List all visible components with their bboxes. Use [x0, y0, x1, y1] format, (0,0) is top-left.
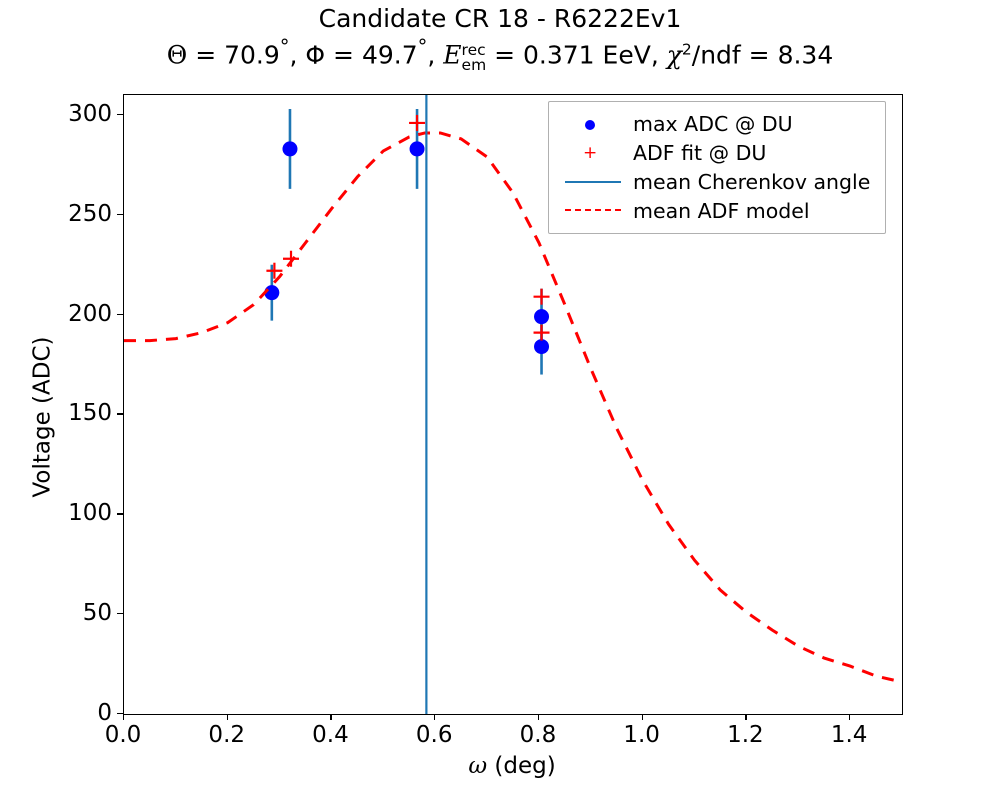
- adf-model-curve: [124, 131, 902, 684]
- comma1: ,: [289, 40, 306, 70]
- x-tick-label: 1.0: [623, 722, 660, 748]
- legend-key-max-adc: [559, 112, 627, 136]
- max-adc-point: [534, 309, 550, 325]
- y-tick-mark: [117, 513, 123, 515]
- y-tick-label: 100: [68, 500, 112, 527]
- chi-exponent: 2: [681, 39, 692, 58]
- legend-box: max ADC @ DU + ADF fit @ DU mean Cherenk…: [548, 101, 886, 234]
- energy-symbol: E: [443, 40, 462, 70]
- x-tick-mark: [330, 714, 332, 720]
- energy-value: 0.371: [523, 40, 595, 70]
- eq4: =: [740, 40, 778, 70]
- legend-entry-adf-model: mean ADF model: [559, 196, 875, 225]
- y-tick-label: 300: [68, 100, 112, 127]
- theta-value: 70.9: [224, 40, 280, 70]
- ndf-text: /ndf: [691, 40, 741, 70]
- y-tick-label: 250: [68, 200, 112, 227]
- y-tick-mark: [117, 713, 123, 715]
- legend-key-adf-fit: +: [559, 141, 627, 165]
- chi-value: 8.34: [777, 40, 834, 70]
- theta-symbol: Θ: [166, 40, 188, 70]
- energy-unit: EeV: [602, 40, 651, 70]
- y-tick-label: 0: [97, 700, 112, 726]
- x-tick-mark: [641, 714, 643, 720]
- y-tick-mark: [117, 313, 123, 315]
- chi-symbol: χ: [666, 40, 682, 70]
- max-adc-point: [264, 285, 280, 301]
- y-axis-label: Voltage (ADC): [29, 336, 56, 498]
- y-tick-label: 150: [68, 400, 112, 427]
- x-tick-label: 1.2: [727, 722, 764, 748]
- eq3: =: [486, 40, 524, 70]
- legend-label-cherenkov: mean Cherenkov angle: [633, 169, 871, 194]
- degree-symbol-phi: °: [417, 34, 428, 58]
- x-tick-mark: [226, 714, 229, 720]
- adf-fit-series: [266, 114, 550, 341]
- solid-line-icon: [565, 180, 621, 183]
- legend-label-adf-fit: ADF fit @ DU: [633, 140, 767, 165]
- x-tick-mark: [745, 714, 747, 720]
- dashed-line-icon: [565, 209, 621, 211]
- legend-key-cherenkov: [559, 170, 627, 194]
- x-tick-mark: [849, 714, 851, 720]
- max-adc-point: [409, 141, 425, 157]
- page-title: Candidate CR 18 - R6222Ev1: [318, 4, 682, 33]
- phi-value: 49.7: [361, 40, 418, 70]
- sp1: [595, 40, 603, 69]
- y-tick-mark: [117, 413, 123, 415]
- x-tick-mark: [123, 714, 125, 720]
- phi-symbol: Φ: [305, 40, 326, 70]
- x-axis-label: ω (deg): [123, 753, 901, 779]
- x-tick-mark: [537, 714, 540, 720]
- legend-label-adf-model: mean ADF model: [633, 198, 810, 223]
- red-plus-icon: +: [583, 142, 598, 163]
- y-tick-mark: [117, 213, 123, 216]
- max-adc-point: [282, 141, 298, 157]
- max-adc-series: [264, 108, 550, 375]
- legend-label-max-adc: max ADC @ DU: [633, 111, 793, 136]
- eq2: =: [325, 40, 362, 70]
- x-tick-label: 0.2: [208, 722, 246, 748]
- x-tick-mark: [434, 714, 436, 720]
- energy-superscript: rec: [461, 41, 486, 60]
- eq1: =: [187, 40, 225, 70]
- x-tick-label: 0.8: [519, 722, 557, 748]
- energy-subscript: em: [461, 55, 487, 74]
- max-adc-point: [534, 339, 550, 355]
- blue-dot-icon: [585, 119, 595, 130]
- comma3: ,: [650, 40, 667, 70]
- energy-script: rec em: [462, 43, 487, 73]
- figure-title-block: Candidate CR 18 - R6222Ev1 Θ = 70.9°, Φ …: [0, 4, 1000, 73]
- plot-area-svg: [124, 95, 902, 714]
- degree-symbol-theta: °: [279, 34, 290, 58]
- x-tick-label: 1.4: [830, 722, 868, 748]
- y-tick-mark: [117, 113, 123, 116]
- omega-symbol: ω: [468, 753, 488, 779]
- legend-entry-cherenkov: mean Cherenkov angle: [559, 167, 875, 196]
- legend-entry-max-adc: max ADC @ DU: [559, 109, 875, 138]
- comma2: ,: [427, 40, 444, 70]
- legend-entry-adf-fit: + ADF fit @ DU: [559, 138, 875, 167]
- x-tick-label: 0.4: [312, 722, 349, 748]
- x-axis-unit: (deg): [494, 753, 556, 779]
- legend-key-adf-model: [559, 199, 627, 223]
- x-tick-label: 0.6: [415, 722, 453, 748]
- y-tick-label: 200: [68, 300, 112, 327]
- x-tick-label: 0.0: [104, 722, 142, 748]
- y-tick-label: 50: [82, 600, 112, 627]
- y-tick-mark: [117, 613, 123, 615]
